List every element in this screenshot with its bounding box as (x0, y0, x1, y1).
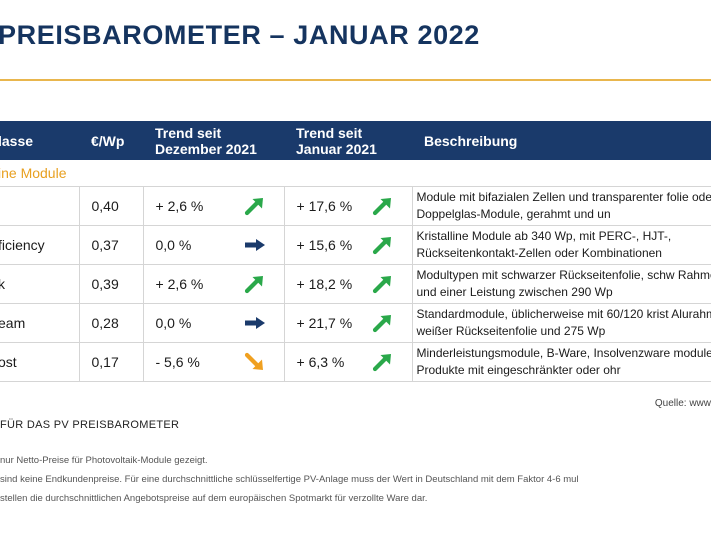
trend-jan-value: + 15,6 % (296, 237, 353, 253)
description-cell: Module mit bifazialen Zellen und transpa… (411, 186, 711, 226)
table-row: k0,39 + 2,6 % + 18,2 % Modultypen mit schwa… (0, 264, 711, 304)
section-row: ine Module (0, 160, 711, 187)
price-cell: 0,39 (78, 264, 144, 304)
price-cell: 0,40 (78, 186, 144, 226)
trend-dec-value: + 2,6 % (155, 198, 204, 214)
table-row: 0,40 + 2,6 % + 17,6 % Module mit bifazialen… (0, 186, 711, 226)
price-cell: 0,37 (78, 225, 144, 265)
trend-dec-value: - 5,6 % (155, 354, 200, 370)
header-klasse: lasse (0, 121, 79, 160)
module-class-cell: eam (0, 303, 80, 343)
table-row: ficiency 0,37 0,0 % + 15,6 % Kristalline Mod… (0, 225, 711, 265)
module-class-cell (0, 186, 80, 226)
header-trend-dec-line2: Dezember 2021 (155, 140, 257, 157)
description-cell: Modultypen mit schwarzer Rückseitenfolie… (411, 264, 711, 304)
trend-jan-value: + 18,2 % (296, 276, 353, 292)
source-note: Quelle: www (654, 398, 711, 409)
header-trend-dec: Trend seit Dezember 2021 (143, 121, 284, 160)
description-cell: Minderleistungsmodule, B-Ware, Insolvenz… (411, 342, 711, 382)
header-trend-jan-line2: Januar 2021 (296, 140, 377, 157)
description-cell: Standardmodule, üblicherweise mit 60/120… (411, 303, 711, 343)
footnote: stellen die durchschnittlichen Angebotsp… (0, 493, 428, 504)
trend-jan-cell: + 6,3 % (283, 342, 413, 382)
trend-jan-value: + 21,7 % (296, 315, 353, 331)
page-title: PREISBAROMETER – JANUAR 2022 (0, 20, 480, 50)
trend-jan-cell: + 17,6 % (283, 186, 413, 226)
footnote: nur Netto-Preise für Photovoltaik-Module… (0, 455, 208, 466)
table-row: ost0,17 - 5,6 % + 6,3 % Minderleistungsmodu… (0, 342, 711, 382)
trend-jan-cell: + 18,2 % (283, 264, 413, 304)
table-header-row: lasse €/Wp Trend seit Dezember 2021 Tren… (0, 121, 711, 160)
footer-heading: FÜR DAS PV PREISBAROMETER (0, 419, 180, 431)
price-cell: 0,17 (78, 342, 144, 382)
header-price: €/Wp (79, 121, 143, 160)
trend-jan-value: + 17,6 % (296, 198, 353, 214)
description-cell: Kristalline Module ab 340 Wp, mit PERC-,… (411, 225, 711, 265)
trend-jan-cell: + 15,6 % (283, 225, 413, 265)
trend-dec-value: + 2,6 % (155, 276, 204, 292)
module-class-cell: ficiency (0, 225, 80, 265)
header-trend-jan: Trend seit Januar 2021 (284, 121, 412, 160)
module-class-cell: k (0, 264, 80, 304)
trend-dec-cell: 0,0 % (142, 303, 285, 343)
table-row: eam 0,28 0,0 % + 21,7 % Standardmodule, übli… (0, 303, 711, 343)
title-divider (0, 79, 711, 81)
header-trend-jan-line1: Trend seit (296, 124, 363, 141)
trend-dec-cell: - 5,6 % (142, 342, 285, 382)
trend-dec-cell: + 2,6 % (142, 264, 285, 304)
price-cell: 0,28 (78, 303, 144, 343)
trend-jan-value: + 6,3 % (296, 354, 345, 370)
module-class-cell: ost (0, 342, 80, 382)
section-label: ine Module (0, 165, 67, 181)
header-description: Beschreibung (412, 121, 711, 160)
header-trend-dec-line1: Trend seit (155, 124, 222, 141)
trend-dec-cell: + 2,6 % (142, 186, 285, 226)
trend-dec-cell: 0,0 % (142, 225, 285, 265)
footnote: sind keine Endkundenpreise. Für eine dur… (0, 474, 579, 485)
trend-dec-value: 0,0 % (155, 315, 192, 331)
trend-dec-value: 0,0 % (155, 237, 192, 253)
trend-jan-cell: + 21,7 % (283, 303, 413, 343)
price-table: lasse €/Wp Trend seit Dezember 2021 Tren… (0, 121, 711, 382)
